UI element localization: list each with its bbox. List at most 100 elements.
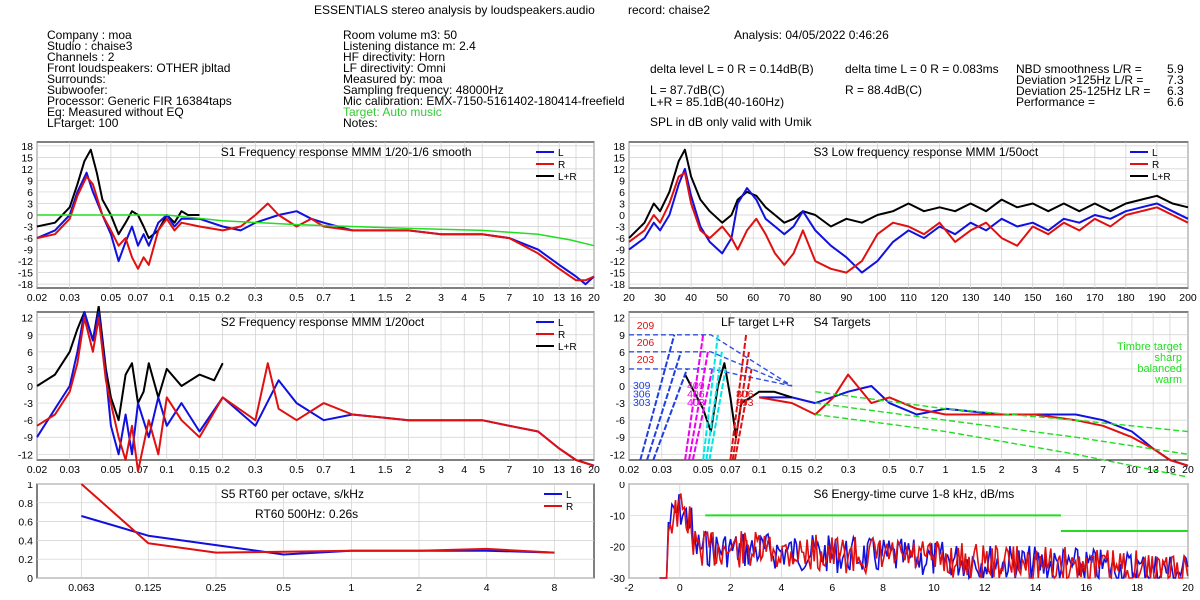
metric-value: 5.9	[1167, 62, 1184, 76]
x-tick-label: 1.5	[378, 464, 393, 476]
timbre-target-line	[815, 402, 1189, 455]
info-front: Front loudspeakers: OTHER jbltad	[47, 61, 231, 75]
x-tick-label: 6	[829, 582, 835, 594]
y-tick-label: 0	[619, 381, 625, 393]
y-tick-label: 12	[21, 164, 33, 176]
legend-label: R	[1152, 160, 1159, 171]
x-tick-label: 7	[506, 464, 512, 476]
series-L-line	[81, 515, 555, 556]
rolloff-line	[708, 368, 727, 461]
x-tick-label: 8	[880, 582, 886, 594]
timbre-target-line	[815, 413, 1189, 478]
y-tick-label: -12	[610, 449, 625, 461]
analysis-date: Analysis: 04/05/2022 0:46:26	[734, 28, 889, 42]
y-tick-label: 0.4	[18, 535, 33, 547]
chart-s5: 0.063 0.125 0.25 0.5 1 2 4 8 1 0.8 0.6 0.4 0.2 0 S5 RT…	[18, 482, 595, 594]
series-R-line	[36, 175, 595, 282]
metric-label: Deviation >125Hz L/R =	[1016, 73, 1144, 87]
x-tick-label: 0.15	[189, 464, 210, 476]
y-tick-label: -20	[610, 542, 625, 554]
x-tick-label: 0.5	[882, 464, 897, 476]
x-tick-label: 10	[1126, 464, 1138, 476]
chart-title: S5 RT60 per octave, s/kHz	[221, 487, 364, 501]
x-tick-label: 10	[928, 582, 940, 594]
rolloff-line	[731, 351, 750, 461]
metric-label: Performance =	[1016, 95, 1096, 109]
rolloff-line	[691, 368, 714, 461]
x-tick-label: 0.3	[841, 464, 856, 476]
x-tick-label: 0.2	[215, 292, 230, 304]
x-tick-label: 0.5	[289, 292, 304, 304]
x-tick-label: 20	[1182, 582, 1194, 594]
x-tick-label: 0.02	[27, 292, 48, 304]
info-lf-dir: LF directivity: Omni	[343, 61, 446, 75]
chart-title: S6 Energy-time curve 1-8 kHz, dB/ms	[813, 487, 1014, 501]
legend-label: L+R	[558, 342, 577, 353]
x-tick-label: 20	[588, 464, 600, 476]
y-tick-label: -30	[610, 573, 625, 585]
x-tick-label: 7	[1100, 464, 1106, 476]
chart-title: S3 Low frequency response MMM 1/50oct	[813, 145, 1038, 159]
x-tick-label: 50	[716, 292, 728, 304]
spl-note: SPL in dB only valid with Umik	[650, 115, 812, 129]
lf-target-shelf	[629, 334, 793, 387]
y-tick-label: 3	[27, 364, 33, 376]
x-tick-label: 0.1	[159, 292, 174, 304]
x-tick-label: 0	[677, 582, 683, 594]
legend-label: L	[1152, 148, 1158, 159]
y-tick-label: -12	[18, 256, 33, 268]
legend-label: R	[558, 160, 565, 171]
series-R-line	[80, 483, 555, 554]
x-tick-label: 2	[728, 582, 734, 594]
x-tick-label: 0.05	[101, 292, 122, 304]
y-tick-label: 12	[613, 313, 625, 325]
target-number: 403	[687, 397, 705, 409]
x-tick-label: 5	[1073, 464, 1079, 476]
y-tick-label: -3	[616, 398, 625, 410]
lf-target-shelf	[629, 368, 793, 387]
x-tick-label: 20	[623, 292, 635, 304]
info-target: Target: Auto music	[343, 105, 442, 119]
x-tick-label: 140	[993, 292, 1011, 304]
x-tick-label: 20	[588, 292, 600, 304]
target-number: 306	[633, 388, 651, 400]
series-LR-line	[36, 148, 200, 240]
y-tick-label: 6	[619, 347, 625, 359]
y-tick-label: 0	[619, 482, 625, 491]
y-tick-label: -6	[24, 233, 33, 245]
y-tick-label: -3	[24, 398, 33, 410]
x-tick-label: 2	[405, 464, 411, 476]
y-tick-label: 6	[27, 347, 33, 359]
y-tick-label: -10	[610, 510, 625, 522]
x-tick-label: 2	[405, 292, 411, 304]
x-tick-label: 0.02	[27, 464, 48, 476]
y-tick-label: -9	[24, 245, 33, 257]
y-tick-label: -6	[24, 415, 33, 427]
info-subwoofer: Subwoofer:	[47, 83, 108, 97]
x-tick-label: 0.7	[909, 464, 924, 476]
legend-label: L	[558, 318, 564, 329]
metric-label: NBD smoothness L/R =	[1016, 62, 1142, 76]
target-number: 309	[633, 380, 651, 392]
record-label: record: chaise2	[628, 3, 711, 17]
rolloff-line	[729, 334, 748, 461]
y-tick-label: -9	[24, 432, 33, 444]
rolloff-line	[688, 351, 709, 461]
series-L-line	[628, 167, 1189, 274]
series-target-line	[37, 214, 595, 247]
x-tick-label: 70	[778, 292, 790, 304]
x-tick-label: 12	[979, 582, 991, 594]
metric-value: 6.6	[1167, 95, 1184, 109]
x-tick-label: 0.15	[189, 292, 210, 304]
y-tick-label: -15	[18, 268, 33, 280]
y-tick-label: 12	[21, 313, 33, 325]
x-tick-label: 0.7	[316, 464, 331, 476]
info-lftarget: LFtarget: 100	[47, 116, 119, 130]
y-tick-label: 0.8	[18, 498, 33, 510]
y-tick-label: 18	[613, 141, 625, 153]
series-R-line	[628, 171, 1189, 274]
y-tick-label: 0.6	[18, 517, 33, 529]
timbre-label: Timbre target	[1117, 341, 1182, 353]
x-tick-label: 4	[779, 582, 785, 594]
